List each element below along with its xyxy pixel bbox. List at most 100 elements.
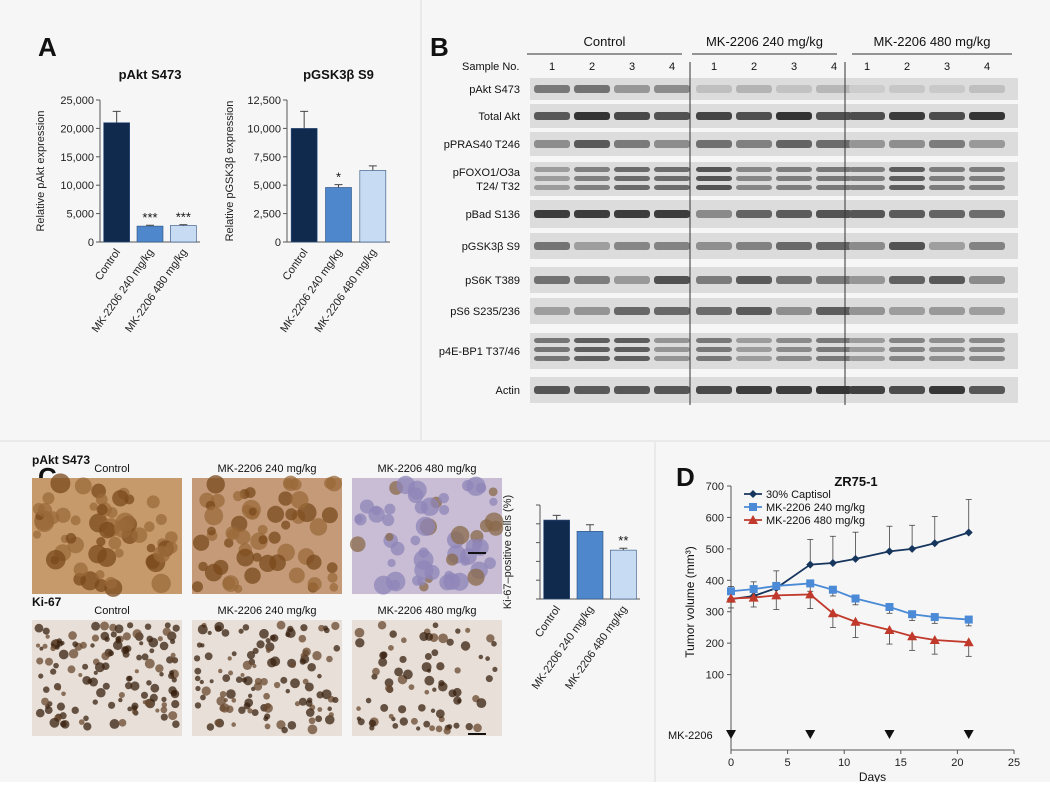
data-point	[964, 528, 973, 537]
blot-band	[534, 356, 570, 361]
ihc-cell	[324, 715, 335, 725]
blot-band	[816, 338, 852, 343]
ihc-cell	[45, 549, 66, 570]
ihc-cell	[307, 577, 322, 592]
ihc-cell	[268, 531, 281, 544]
ihc-cell	[378, 657, 388, 667]
blot-band	[614, 276, 650, 284]
blot-band	[534, 242, 570, 250]
legend-label: MK-2206 240 mg/kg	[766, 502, 865, 514]
bar	[359, 170, 387, 243]
ihc-cell	[473, 723, 482, 733]
ihc-cell	[252, 552, 262, 562]
ihc-cell	[307, 724, 318, 735]
blot-band	[889, 307, 925, 315]
blot-band	[574, 386, 610, 394]
ihc-cell	[71, 706, 79, 715]
y-tick-label: 500	[706, 544, 724, 556]
ihc-cell	[118, 697, 123, 703]
ihc-cell	[321, 507, 338, 524]
blot-band	[654, 185, 690, 190]
ihc-cell	[298, 634, 307, 643]
blot-row-label: pGSK3β S9	[462, 241, 520, 253]
blot-band	[969, 242, 1005, 250]
ihc-cell	[410, 535, 421, 546]
ihc-cell	[307, 662, 316, 672]
ihc-cell	[155, 664, 164, 673]
ihc-cell	[315, 715, 323, 723]
category-label: MK-2206 240 mg/kg	[530, 604, 597, 692]
blot-band	[929, 307, 965, 315]
ihc-cell	[285, 508, 298, 521]
ihc-cell	[380, 651, 388, 659]
ihc-cell	[281, 726, 288, 734]
ihc-cell	[146, 495, 160, 509]
ihc-cell	[95, 493, 108, 506]
blot-group-label: MK-2206 240 mg/kg	[706, 34, 823, 49]
ihc-cell	[38, 673, 44, 679]
data-point	[749, 585, 758, 594]
ihc-cell	[112, 489, 129, 507]
bar	[290, 128, 318, 243]
blot-band	[889, 85, 925, 93]
ihc-cell	[32, 530, 42, 539]
blot-band	[654, 140, 690, 148]
ihc-cell	[108, 701, 116, 709]
sample-number: 1	[711, 61, 717, 73]
ihc-cell	[56, 640, 63, 647]
blot-band	[534, 185, 570, 190]
data-point	[806, 560, 815, 569]
blot-band	[776, 386, 812, 394]
ihc-cell	[254, 677, 262, 686]
ihc-cell	[114, 624, 124, 634]
ihc-cell	[231, 722, 236, 727]
ihc-cell	[276, 720, 286, 730]
ihc-cell	[312, 651, 322, 661]
ihc-cell	[197, 624, 208, 635]
blot-band	[776, 85, 812, 93]
ihc-cell	[194, 675, 201, 682]
blot-band	[654, 347, 690, 352]
y-tick-label: 2,500	[253, 209, 281, 221]
blot-band	[696, 386, 732, 394]
ihc-cell	[278, 491, 293, 506]
sample-number: 1	[864, 61, 870, 73]
blot-band	[534, 176, 570, 181]
blot-band	[574, 338, 610, 343]
blot-band	[816, 167, 852, 172]
data-point	[851, 554, 860, 563]
ihc-cell	[485, 675, 493, 683]
ihc-cell	[41, 697, 49, 706]
ihc-cell	[132, 629, 142, 639]
ihc-cell	[34, 623, 44, 633]
ihc-cell	[161, 696, 167, 702]
ihc-cell	[204, 652, 213, 661]
ihc-cell	[256, 640, 265, 649]
ihc-cell	[45, 704, 50, 709]
data-point	[806, 579, 815, 588]
ihc-cell	[43, 686, 50, 693]
ihc-cell	[127, 675, 133, 682]
ihc-cell	[426, 668, 432, 673]
ihc-cell	[436, 662, 445, 671]
sample-number: 3	[629, 61, 635, 73]
blot-band	[614, 85, 650, 93]
blot-band	[816, 356, 852, 361]
ihc-cell	[269, 634, 276, 641]
ihc-cell	[96, 504, 108, 516]
blot-band	[654, 386, 690, 394]
blot-band	[696, 356, 732, 361]
ihc-cell	[170, 690, 178, 697]
blot-band	[776, 176, 812, 181]
ihc-cell	[410, 717, 418, 725]
y-tick-label: 600	[706, 512, 724, 524]
ihc-cell	[46, 511, 60, 525]
blot-band	[574, 307, 610, 315]
ihc-cell	[109, 719, 120, 729]
blot-band	[534, 386, 570, 394]
ihc-cell	[42, 643, 48, 649]
blot-band	[614, 167, 650, 172]
blot-band	[776, 307, 812, 315]
ihc-cell	[359, 499, 375, 514]
blot-row-label: pS6K T389	[465, 275, 520, 287]
